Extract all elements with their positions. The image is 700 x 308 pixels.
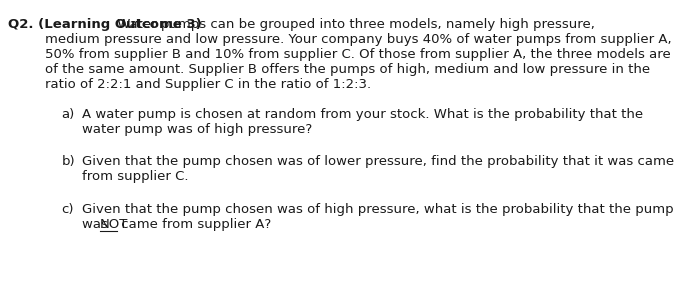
Text: 50% from supplier B and 10% from supplier C. Of those from supplier A, the three: 50% from supplier B and 10% from supplie…: [45, 48, 671, 61]
Text: b): b): [62, 155, 75, 168]
Text: ratio of 2:2:1 and Supplier C in the ratio of 1:2:3.: ratio of 2:2:1 and Supplier C in the rat…: [45, 78, 371, 91]
Text: Given that the pump chosen was of lower pressure, find the probability that it w: Given that the pump chosen was of lower …: [82, 155, 674, 168]
Text: water pump was of high pressure?: water pump was of high pressure?: [82, 123, 312, 136]
Text: of the same amount. Supplier B offers the pumps of high, medium and low pressure: of the same amount. Supplier B offers th…: [45, 63, 650, 76]
Text: was: was: [82, 218, 112, 231]
Text: A water pump is chosen at random from your stock. What is the probability that t: A water pump is chosen at random from yo…: [82, 108, 643, 121]
Text: from supplier C.: from supplier C.: [82, 170, 188, 183]
Text: Q2. (Learning Outcome 3): Q2. (Learning Outcome 3): [8, 18, 202, 31]
Text: Water pumps can be grouped into three models, namely high pressure,: Water pumps can be grouped into three mo…: [113, 18, 595, 31]
Text: came from supplier A?: came from supplier A?: [117, 218, 272, 231]
Text: NOT: NOT: [100, 218, 128, 231]
Text: a): a): [62, 108, 75, 121]
Text: Given that the pump chosen was of high pressure, what is the probability that th: Given that the pump chosen was of high p…: [82, 203, 673, 216]
Text: c): c): [62, 203, 74, 216]
Text: medium pressure and low pressure. Your company buys 40% of water pumps from supp: medium pressure and low pressure. Your c…: [45, 33, 671, 46]
